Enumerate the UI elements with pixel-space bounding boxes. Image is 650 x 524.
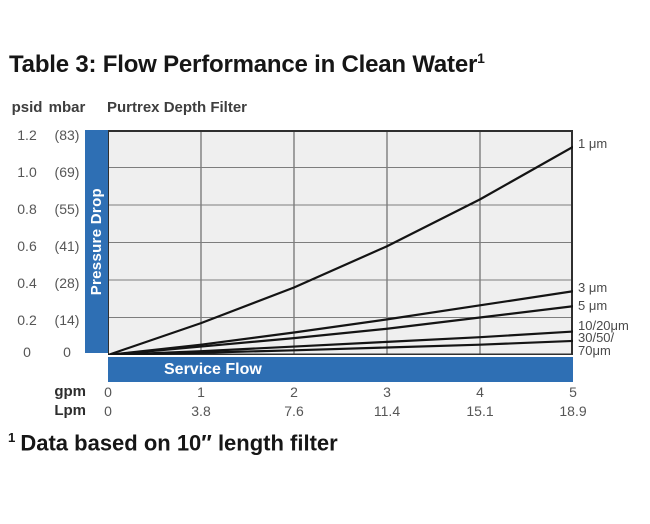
curve-label-3um: 3 μm [578, 280, 608, 295]
x-tick-gpm: 3 [383, 384, 391, 400]
x-tick-lpm: 11.4 [373, 403, 401, 419]
x-tick-gpm: 0 [104, 384, 112, 400]
footnote: 1 Data based on 10″ length filter [8, 430, 338, 456]
chart-title: Purtrex Depth Filter [107, 99, 248, 116]
y-tick-psid: 0.6 [17, 238, 37, 254]
y-axis-row: 1.0 (69) [0, 163, 95, 181]
mbar-unit-label: mbar [48, 99, 86, 116]
curve-30-50-70-μm [108, 339, 573, 355]
y-tick-psid: 0.4 [17, 275, 37, 291]
x-tick-lpm: 7.6 [284, 403, 304, 419]
curve-label-10-20um: 10/20μm [578, 318, 629, 333]
y-axis-row: 0.4 (28) [0, 274, 95, 292]
curve-label-30-50-line1: 30/50/ [578, 330, 615, 345]
y-tick-mbar: (55) [54, 201, 80, 217]
gpm-unit-label: gpm [54, 383, 86, 400]
pressure-drop-label: Pressure Drop [88, 187, 105, 296]
curve-3-μm [108, 290, 573, 355]
x-tick-lpm: 15.1 [466, 403, 494, 419]
x-tick-gpm: 1 [197, 384, 205, 400]
footnote-text: Data based on 10″ length filter [20, 430, 338, 456]
pressure-drop-bar: Pressure Drop [85, 130, 108, 353]
curve-label-5um: 5 μm [578, 298, 608, 313]
y-axis-row: 1.2 (83) [0, 126, 95, 144]
x-tick-lpm: 18.9 [559, 403, 587, 419]
service-flow-label: Service Flow [164, 361, 262, 378]
x-tick-gpm: 2 [290, 384, 298, 400]
y-tick-mbar: 0 [63, 344, 71, 360]
curve-10-20-μm [108, 330, 573, 355]
plot-area [108, 130, 573, 355]
x-axis-lpm-row: Lpm 0 3.8 7.6 11.4 15.1 18.9 [0, 402, 650, 420]
x-tick-gpm: 4 [476, 384, 484, 400]
y-tick-mbar: (14) [54, 312, 80, 328]
service-flow-bar: Service Flow [108, 357, 573, 382]
x-tick-gpm: 5 [569, 384, 577, 400]
lpm-unit-label: Lpm [54, 402, 86, 419]
x-tick-lpm: 0 [104, 403, 112, 419]
y-axis-row: 0.2 (14) [0, 311, 95, 329]
plot-svg [108, 130, 573, 355]
curve-1-μm [108, 145, 573, 355]
footnote-superscript: 1 [8, 430, 16, 445]
y-tick-psid: 0.2 [17, 312, 37, 328]
x-tick-lpm: 3.8 [191, 403, 211, 419]
y-axis-row: 0.8 (55) [0, 200, 95, 218]
y-tick-psid: 0.8 [17, 201, 37, 217]
curve-label-1um: 1 μm [578, 136, 608, 151]
y-tick-mbar: (83) [54, 127, 80, 143]
page-title-superscript: 1 [477, 50, 485, 66]
y-tick-mbar: (69) [54, 164, 80, 180]
y-axis-row: 0 0 [0, 343, 95, 361]
page-title: Table 3: Flow Performance in Clean Water… [9, 50, 485, 79]
y-tick-mbar: (28) [54, 275, 80, 291]
x-axis-gpm-row: gpm 0 1 2 3 4 5 [0, 383, 650, 401]
curve-label-70um-line2: 70μm [578, 343, 611, 358]
curve-5-μm [108, 305, 573, 355]
y-tick-psid: 1.0 [17, 164, 37, 180]
y-tick-psid: 1.2 [17, 127, 37, 143]
page-title-text: Table 3: Flow Performance in Clean Water [9, 51, 478, 78]
y-axis-row: 0.6 (41) [0, 237, 95, 255]
y-tick-psid: 0 [23, 344, 31, 360]
psid-unit-label: psid [11, 99, 43, 116]
y-tick-mbar: (41) [54, 238, 80, 254]
